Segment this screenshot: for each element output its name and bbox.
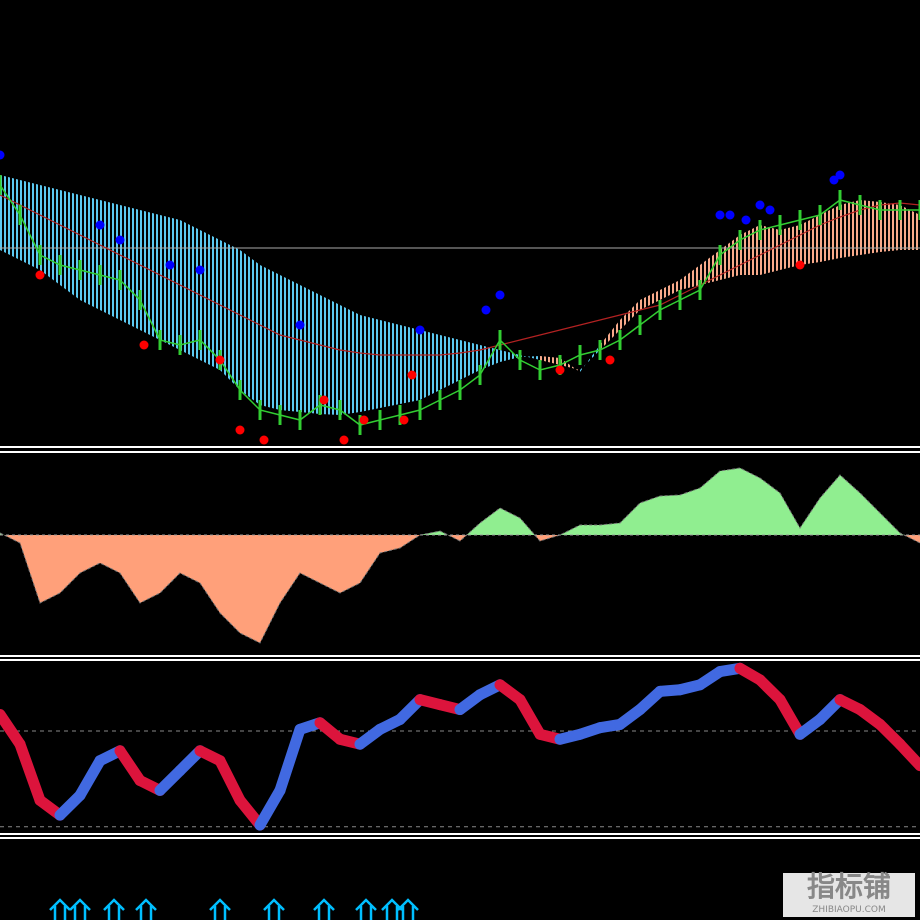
area-positive [0,468,920,535]
blue-dots [765,205,775,215]
signal-arrow [397,898,419,920]
cloud-segment [100,200,120,320]
cloud-segment [420,330,440,400]
cloud-segment [140,210,160,340]
signal-arrow [355,898,377,920]
cloud-segment [560,358,580,372]
red-dots [319,395,329,405]
blue-dots [0,150,5,160]
blue-dots [741,215,751,225]
red-dots [235,425,245,435]
blue-dots [725,210,735,220]
cloud-segment [280,275,300,412]
blue-dots [481,305,491,315]
signal-arrow [381,898,403,920]
oscillator-segment [254,784,286,831]
signal-arrow [69,898,91,920]
ma-line [0,194,920,356]
cloud-segment [500,350,520,362]
cloud-segment [520,355,540,360]
cloud-segment [460,340,480,380]
oscillator-segment [774,694,806,740]
cloud-segment [620,300,640,330]
blue-dots [415,325,425,335]
red-dots [399,415,409,425]
oscillator-segment [0,709,26,750]
blue-dots [295,320,305,330]
oscillator-segment [74,755,106,801]
cloud-segment [40,185,60,285]
cloud-segment [540,356,560,365]
blue-dots [755,200,765,210]
cloud-segment [680,265,700,290]
cloud-segment [400,325,420,404]
area-outline [0,467,920,644]
signal-arrow [103,898,125,920]
red-dots [795,260,805,270]
cloud-segment [840,200,860,258]
blue-dots [115,235,125,245]
cloud-segment [600,320,620,350]
cloud-segment [20,180,40,270]
oscillator-segment [894,738,920,772]
cloud-segment [320,295,340,415]
oscillator-segment [14,738,46,806]
cloud-segment [60,190,80,300]
red-dots [339,435,349,445]
cloud-segment [220,240,240,390]
cloud-segment [900,205,920,250]
price-line [0,184,920,426]
oscillator-segment [514,694,546,740]
cloud-segment [660,280,680,300]
signal-arrow [263,898,285,920]
cloud-segment [380,320,400,408]
cloud-segment [880,202,900,252]
cloud-segment [260,265,280,410]
cloud-segment [440,335,460,390]
signal-arrow [209,898,231,920]
watermark-subtitle: ZHIBIAOPU.COM [812,905,886,915]
oscillator-segment [274,723,306,796]
signal-arrow [313,898,335,920]
blue-dots [95,220,105,230]
cloud-segment [300,285,320,414]
red-dots [359,415,369,425]
red-dots [605,355,615,365]
watermark-title: 指标铺 [807,870,891,903]
blue-dots [195,265,205,275]
blue-dots [165,260,175,270]
red-dots [555,365,565,375]
cloud-segment [860,200,880,255]
signal-arrow [135,898,157,920]
cloud-segment [720,235,740,280]
oscillator-segment [214,755,246,806]
cloud-segment [700,250,720,285]
cloud-segment [0,175,20,260]
blue-dots [715,210,725,220]
cloud-segment [80,195,100,310]
red-dots [407,370,417,380]
blue-dots [829,175,839,185]
area-negative [0,535,920,643]
red-dots [215,355,225,365]
cloud-segment [640,290,660,310]
cloud-segment [160,215,180,350]
cloud-segment [240,250,260,405]
cloud-segment [360,315,380,412]
red-dots [259,435,269,445]
red-dots [139,340,149,350]
blue-dots [495,290,505,300]
signal-arrow [49,898,71,920]
oscillator-segment [114,745,146,786]
cloud-segment [340,305,360,415]
separators [0,446,920,839]
cloud-segment [120,205,140,330]
red-dots [35,270,45,280]
watermark-box [783,873,915,917]
blue-dots [835,170,845,180]
